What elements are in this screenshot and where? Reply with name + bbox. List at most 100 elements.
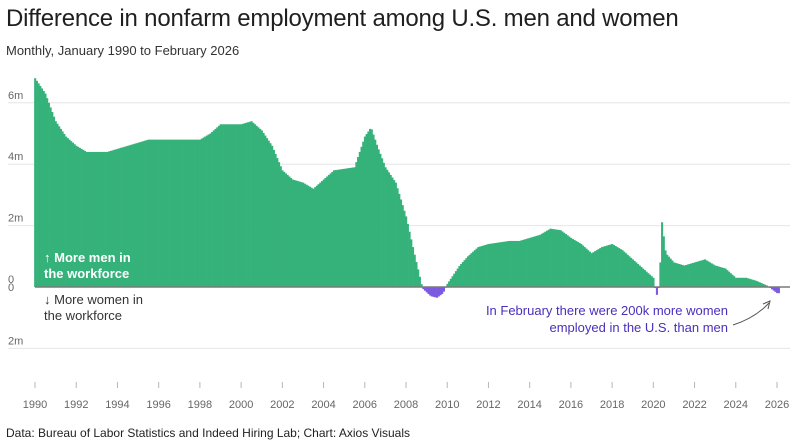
- data-bar: [398, 193, 401, 287]
- data-bar: [80, 148, 83, 287]
- data-bar: [106, 151, 109, 287]
- data-bar: [707, 261, 710, 287]
- data-bar: [211, 131, 214, 287]
- data-bar: [42, 91, 45, 287]
- data-bar: [324, 178, 327, 287]
- y-tick-label: 2m: [8, 335, 23, 347]
- data-bar: [594, 251, 597, 287]
- chart-title: Difference in nonfarm employment among U…: [6, 5, 679, 32]
- data-bar: [592, 252, 595, 287]
- data-bar: [412, 247, 415, 287]
- data-bar: [681, 265, 684, 287]
- data-bar: [463, 260, 466, 287]
- data-bar: [722, 268, 725, 287]
- data-bar: [188, 139, 191, 287]
- data-bar: [75, 145, 78, 287]
- x-tick-label: 2024: [724, 399, 748, 411]
- data-bar: [99, 151, 102, 287]
- y-tick-layer: 6m 4m 2m 0 2m: [8, 90, 23, 348]
- data-bar: [78, 147, 81, 287]
- data-bar: [159, 139, 162, 287]
- data-bar: [477, 247, 480, 287]
- data-bar: [35, 80, 38, 287]
- data-bar: [731, 274, 734, 287]
- data-bar: [693, 262, 696, 287]
- data-bar: [466, 256, 470, 287]
- data-bar: [650, 276, 653, 287]
- data-bar: [178, 139, 181, 287]
- data-bar: [635, 262, 638, 287]
- data-bar: [217, 125, 220, 287]
- data-bar: [240, 124, 243, 287]
- data-bar: [95, 151, 99, 287]
- data-bar: [473, 250, 476, 287]
- data-bar: [618, 248, 621, 287]
- data-bar: [621, 250, 624, 287]
- data-bar: [441, 287, 444, 294]
- data-bar: [606, 245, 609, 288]
- data-bar: [583, 247, 586, 287]
- data-bar: [116, 148, 119, 287]
- data-bar: [290, 178, 293, 287]
- data-bar: [59, 128, 62, 287]
- data-bar: [176, 139, 179, 287]
- data-bar: [190, 139, 193, 287]
- data-bar: [611, 244, 614, 287]
- data-bar: [427, 287, 430, 294]
- data-bar: [334, 170, 337, 287]
- data-bar: [221, 124, 224, 287]
- data-bar: [46, 98, 49, 287]
- data-bar: [451, 276, 454, 287]
- data-bar: [312, 188, 315, 287]
- callout-arrow: [732, 302, 770, 326]
- x-tick-label: 2020: [641, 399, 665, 411]
- data-bar: [56, 123, 59, 287]
- data-bar: [393, 180, 396, 287]
- data-bar: [375, 144, 378, 287]
- data-bar: [394, 182, 397, 287]
- data-bar: [145, 140, 148, 287]
- data-bar: [695, 261, 698, 287]
- data-bar: [166, 139, 169, 287]
- data-bar: [690, 263, 693, 287]
- data-bar: [247, 122, 250, 288]
- data-bar: [205, 135, 208, 287]
- data-bar: [551, 228, 554, 287]
- zero-line-layer: 0: [8, 282, 790, 294]
- chart-subtitle: Monthly, January 1990 to February 2026: [6, 43, 240, 58]
- data-bar: [688, 263, 691, 287]
- data-bar: [164, 139, 167, 287]
- data-bar: [429, 287, 432, 296]
- data-bar: [475, 248, 478, 287]
- data-bar: [542, 232, 545, 287]
- data-bar: [372, 134, 375, 287]
- data-bar: [568, 236, 571, 287]
- data-bar: [118, 148, 121, 287]
- data-bar: [259, 128, 262, 287]
- data-bar: [614, 246, 617, 287]
- data-bar: [734, 277, 737, 287]
- data-bar: [193, 139, 196, 287]
- data-bar: [559, 230, 562, 287]
- data-bar: [219, 124, 222, 287]
- data-bar: [125, 146, 128, 287]
- data-bar: [121, 147, 124, 287]
- data-bar: [338, 169, 341, 287]
- data-bar: [448, 281, 451, 287]
- x-tick-label: 2016: [559, 399, 583, 411]
- data-bar: [671, 260, 674, 287]
- data-bar: [279, 166, 282, 287]
- data-bar: [662, 236, 665, 287]
- data-bar: [252, 122, 255, 287]
- data-bar: [532, 236, 535, 287]
- data-bar: [169, 139, 172, 287]
- data-bar: [278, 162, 281, 287]
- data-bar: [161, 139, 164, 287]
- data-bar: [102, 151, 105, 287]
- data-bar: [320, 181, 324, 287]
- x-tick-label: 2010: [435, 399, 459, 411]
- data-bar: [171, 139, 174, 287]
- data-bar: [460, 263, 463, 287]
- data-bar: [649, 274, 652, 287]
- x-tick-label: 1996: [146, 399, 170, 411]
